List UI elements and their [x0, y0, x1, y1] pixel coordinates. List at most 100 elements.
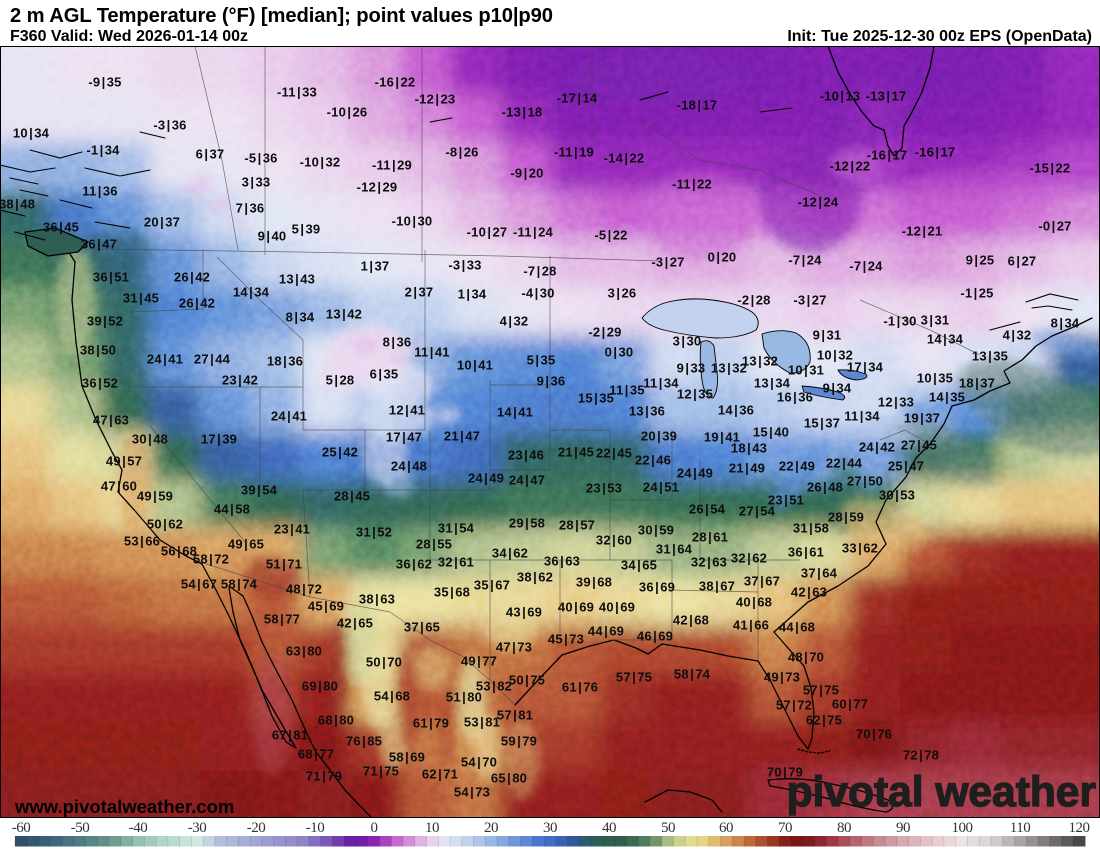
svg-text:58 | 74: 58 | 74: [221, 577, 258, 592]
svg-text:37 | 65: 37 | 65: [404, 620, 440, 635]
svg-text:18 | 36: 18 | 36: [267, 354, 303, 369]
svg-text:58 | 74: 58 | 74: [674, 667, 711, 682]
svg-text:9 | 31: 9 | 31: [813, 328, 842, 343]
svg-text:-9 | 20: -9 | 20: [510, 166, 543, 181]
svg-text:49 | 77: 49 | 77: [461, 654, 497, 669]
svg-text:-10 | 30: -10 | 30: [392, 214, 433, 229]
svg-text:0 | 20: 0 | 20: [708, 250, 737, 265]
svg-text:5 | 28: 5 | 28: [326, 373, 355, 388]
svg-text:-4 | 30: -4 | 30: [521, 286, 554, 301]
svg-text:17 | 47: 17 | 47: [386, 430, 422, 445]
svg-text:42 | 65: 42 | 65: [337, 616, 373, 631]
svg-text:-3 | 33: -3 | 33: [448, 258, 481, 273]
svg-text:2 | 37: 2 | 37: [405, 285, 434, 300]
svg-text:36 | 62: 36 | 62: [396, 557, 432, 572]
svg-text:15 | 37: 15 | 37: [804, 416, 840, 431]
svg-text:-11 | 19: -11 | 19: [554, 145, 594, 160]
svg-text:31 | 64: 31 | 64: [656, 542, 693, 557]
svg-text:-13 | 18: -13 | 18: [502, 105, 543, 120]
svg-text:31 | 54: 31 | 54: [438, 521, 475, 536]
svg-text:38 | 67: 38 | 67: [699, 579, 735, 594]
svg-text:9 | 40: 9 | 40: [258, 229, 287, 244]
svg-text:-9 | 35: -9 | 35: [88, 75, 121, 90]
svg-text:42 | 63: 42 | 63: [791, 585, 827, 600]
svg-text:51 | 71: 51 | 71: [266, 557, 302, 572]
svg-text:3 | 30: 3 | 30: [673, 334, 702, 349]
svg-text:50 | 75: 50 | 75: [509, 673, 545, 688]
svg-text:-16 | 22: -16 | 22: [375, 75, 416, 90]
svg-text:26 | 54: 26 | 54: [689, 502, 726, 517]
svg-text:22 | 45: 22 | 45: [596, 446, 632, 461]
svg-text:50 | 70: 50 | 70: [366, 655, 402, 670]
svg-text:24 | 42: 24 | 42: [859, 440, 895, 455]
svg-text:-8 | 26: -8 | 26: [445, 145, 478, 160]
svg-text:10 | 35: 10 | 35: [917, 371, 953, 386]
svg-text:23 | 46: 23 | 46: [508, 448, 544, 463]
svg-text:44 | 58: 44 | 58: [214, 502, 250, 517]
svg-text:-16 | 17: -16 | 17: [867, 148, 908, 163]
svg-text:61 | 76: 61 | 76: [562, 680, 598, 695]
svg-text:Init: Tue 2025-12-30 00z EPS (: Init: Tue 2025-12-30 00z EPS (OpenData): [787, 28, 1092, 45]
svg-text:-5 | 36: -5 | 36: [244, 151, 277, 166]
svg-text:25 | 47: 25 | 47: [888, 459, 924, 474]
svg-text:50: 50: [661, 820, 675, 836]
svg-text:8 | 36: 8 | 36: [383, 335, 412, 350]
svg-text:26 | 42: 26 | 42: [174, 270, 210, 285]
svg-text:110: 110: [1010, 820, 1030, 836]
svg-text:-11 | 24: -11 | 24: [513, 225, 554, 240]
svg-text:-12 | 23: -12 | 23: [415, 92, 456, 107]
svg-text:36 | 69: 36 | 69: [639, 580, 675, 595]
svg-text:12 | 41: 12 | 41: [389, 403, 425, 418]
svg-text:47 | 60: 47 | 60: [101, 479, 137, 494]
svg-text:120: 120: [1069, 820, 1090, 836]
svg-text:26 | 48: 26 | 48: [807, 480, 843, 495]
svg-text:54 | 67: 54 | 67: [181, 577, 217, 592]
svg-text:3 | 31: 3 | 31: [921, 313, 950, 328]
svg-text:-3 | 27: -3 | 27: [651, 255, 684, 270]
svg-text:10 | 32: 10 | 32: [817, 348, 853, 363]
svg-text:24 | 47: 24 | 47: [509, 473, 545, 488]
svg-text:-16 | 17: -16 | 17: [915, 145, 956, 160]
svg-text:35 | 67: 35 | 67: [474, 578, 510, 593]
svg-text:38 | 48: 38 | 48: [0, 197, 35, 212]
svg-text:30 | 53: 30 | 53: [879, 488, 915, 503]
svg-text:68 | 80: 68 | 80: [318, 713, 354, 728]
svg-text:63 | 80: 63 | 80: [286, 644, 322, 659]
svg-text:17 | 39: 17 | 39: [201, 432, 237, 447]
svg-text:39 | 54: 39 | 54: [241, 483, 278, 498]
svg-text:57 | 75: 57 | 75: [616, 670, 652, 685]
svg-text:72 | 78: 72 | 78: [903, 748, 939, 763]
svg-text:57 | 81: 57 | 81: [497, 708, 533, 723]
svg-text:-7 | 24: -7 | 24: [849, 259, 883, 274]
svg-text:53 | 81: 53 | 81: [464, 715, 500, 730]
svg-text:70: 70: [778, 820, 792, 836]
svg-text:-2 | 28: -2 | 28: [737, 293, 770, 308]
svg-text:-40: -40: [129, 820, 148, 836]
svg-text:51 | 80: 51 | 80: [446, 690, 482, 705]
svg-text:12 | 33: 12 | 33: [878, 395, 914, 410]
svg-text:49 | 57: 49 | 57: [106, 454, 142, 469]
svg-text:36 | 63: 36 | 63: [544, 554, 580, 569]
svg-text:40 | 69: 40 | 69: [599, 600, 635, 615]
svg-text:4 | 32: 4 | 32: [1003, 328, 1032, 343]
svg-text:37 | 67: 37 | 67: [744, 574, 780, 589]
svg-text:0: 0: [371, 820, 378, 836]
svg-text:80: 80: [837, 820, 851, 836]
svg-text:13 | 42: 13 | 42: [326, 307, 362, 322]
svg-text:6 | 37: 6 | 37: [196, 147, 225, 162]
svg-text:49 | 73: 49 | 73: [764, 670, 800, 685]
svg-text:-12 | 24: -12 | 24: [798, 195, 839, 210]
svg-text:90: 90: [896, 820, 910, 836]
svg-text:11 | 35: 11 | 35: [609, 383, 644, 398]
svg-text:61 | 79: 61 | 79: [413, 716, 449, 731]
svg-text:19 | 37: 19 | 37: [904, 411, 940, 426]
svg-text:76 | 85: 76 | 85: [346, 734, 382, 749]
svg-text:50 | 62: 50 | 62: [147, 517, 183, 532]
svg-text:27 | 44: 27 | 44: [194, 352, 231, 367]
svg-text:-10 | 27: -10 | 27: [467, 225, 508, 240]
svg-text:40 | 69: 40 | 69: [558, 600, 594, 615]
svg-text:70 | 79: 70 | 79: [767, 765, 803, 780]
svg-text:-1 | 34: -1 | 34: [86, 143, 120, 158]
svg-text:57 | 72: 57 | 72: [776, 698, 812, 713]
svg-text:22 | 49: 22 | 49: [779, 459, 815, 474]
